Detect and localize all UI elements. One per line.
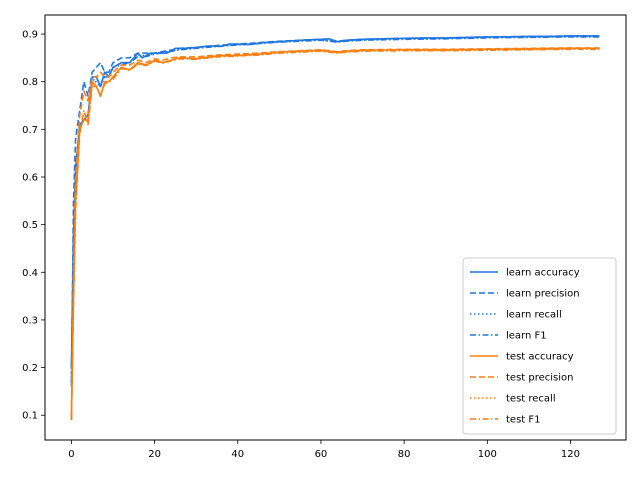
y-tick-label: 0.9 — [22, 30, 38, 41]
y-tick-label: 0.1 — [22, 411, 38, 422]
x-tick-label: 80 — [398, 449, 411, 460]
series-layer — [70, 35, 600, 421]
series-line-2 — [70, 35, 600, 387]
legend-label: test F1 — [506, 415, 541, 426]
y-tick-label: 0.2 — [22, 363, 38, 374]
legend-label: learn accuracy — [506, 268, 580, 279]
x-tick-label: 40 — [231, 449, 244, 460]
y-tick-label: 0.7 — [22, 125, 38, 136]
series-line-6 — [70, 47, 600, 416]
legend-label: test recall — [506, 394, 556, 405]
x-axis: 0 20 40 60 80 100 120 — [68, 440, 580, 460]
y-axis: 0.1 0.2 0.3 0.4 0.5 0.6 0.7 0.8 0.9 — [22, 30, 45, 422]
x-tick-label: 0 — [68, 449, 74, 460]
legend-label: test accuracy — [506, 352, 574, 363]
x-tick-label: 120 — [561, 449, 580, 460]
legend-label: learn precision — [506, 289, 580, 300]
legend-box — [462, 257, 617, 435]
y-tick-label: 0.4 — [22, 268, 38, 279]
y-tick-label: 0.5 — [22, 220, 38, 231]
y-tick-label: 0.8 — [22, 77, 38, 88]
legend-label: test precision — [506, 373, 574, 384]
y-tick-label: 0.6 — [22, 172, 38, 183]
x-tick-label: 100 — [478, 449, 497, 460]
series-line-3 — [70, 35, 600, 373]
x-tick-label: 20 — [148, 449, 161, 460]
x-tick-label: 60 — [315, 449, 328, 460]
y-tick-label: 0.3 — [22, 315, 38, 326]
legend: learn accuracy learn precision learn recal… — [462, 257, 617, 435]
legend-label: learn F1 — [506, 331, 547, 342]
legend-label: learn recall — [506, 310, 562, 321]
plot-area-frame — [44, 14, 627, 441]
series-line-8 — [70, 48, 600, 421]
